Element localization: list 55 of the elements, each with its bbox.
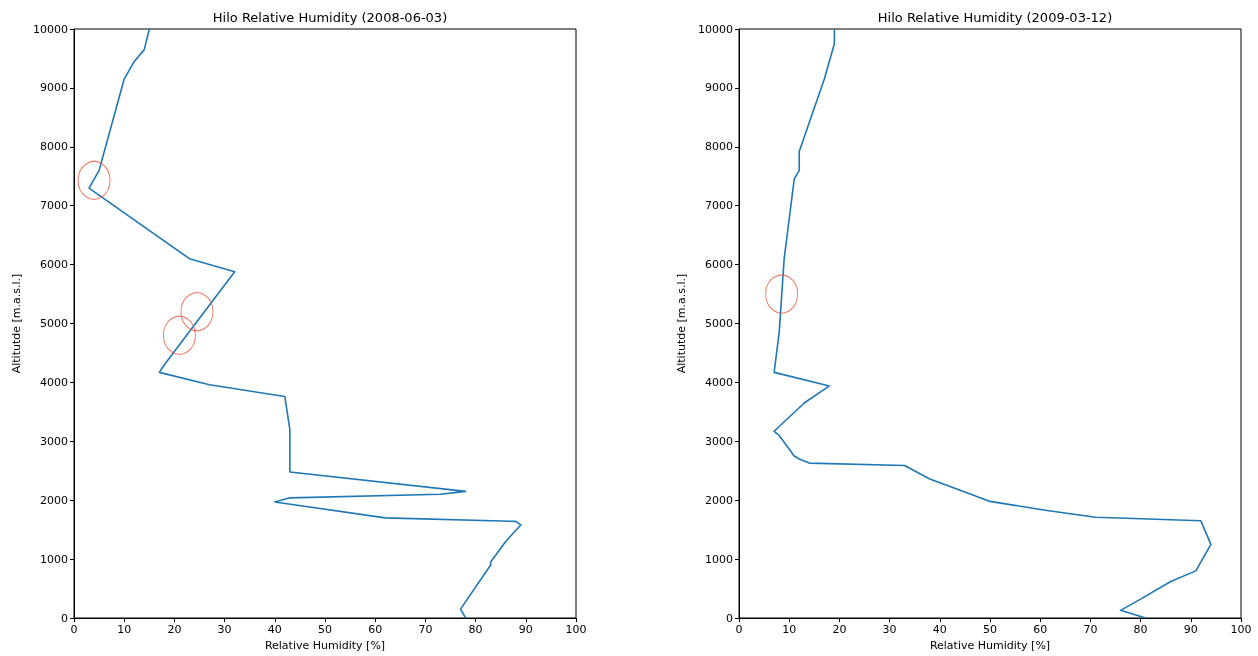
x-tick-label: 20 xyxy=(832,623,847,636)
y-tick-label: 2000 xyxy=(40,493,68,507)
x-tick-label: 30 xyxy=(882,623,897,636)
y-tick-label: 8000 xyxy=(40,140,68,154)
point xyxy=(77,160,111,200)
x-tick-label: 10 xyxy=(782,623,797,636)
y-tick-label: 9000 xyxy=(705,81,733,95)
y-tick-label: 6000 xyxy=(705,258,733,272)
y-tick-label: 2000 xyxy=(705,493,733,507)
x-tick-label: 50 xyxy=(318,623,332,636)
x-tick-label: 80 xyxy=(1133,623,1148,636)
x-axis-title: Relative Humidity [%] xyxy=(264,639,386,652)
x-tick-label: 60 xyxy=(1033,623,1048,636)
chart-title: Hilo Relative Humidity (2008-06-03) xyxy=(212,10,448,25)
y-tick-label: 4000 xyxy=(40,375,68,389)
x-tick-label: 90 xyxy=(518,623,533,636)
x-tick-label: 60 xyxy=(368,623,383,636)
y-tick-label: 7000 xyxy=(705,199,733,213)
y-tick-label: 10000 xyxy=(33,22,68,36)
y-tick-label: 6000 xyxy=(40,258,68,272)
y-tick-label: 4000 xyxy=(705,375,733,389)
y-tick-label: 3000 xyxy=(705,434,733,448)
x-tick-label: 30 xyxy=(217,623,232,636)
x-tick-label: 70 xyxy=(418,623,433,636)
x-tick-label: 50 xyxy=(983,623,997,636)
y-tick-label: 9000 xyxy=(40,81,68,95)
x-tick-label: 40 xyxy=(267,623,282,636)
y-tick-label: 5000 xyxy=(40,317,68,330)
x-tick-label: 100 xyxy=(1230,623,1252,636)
y-tick-label: 1000 xyxy=(40,552,68,566)
point xyxy=(180,292,214,332)
x-tick-label: 70 xyxy=(1083,623,1098,636)
y-tick-label: 5000 xyxy=(705,317,733,330)
x-axis-title: Relative Humidity [%] xyxy=(929,639,1051,652)
chart-title: Hilo Relative Humidity (2009-03-12) xyxy=(877,10,1113,25)
line-series xyxy=(88,28,522,619)
line-series xyxy=(773,28,1212,619)
x-tick-label: 90 xyxy=(1183,623,1198,636)
y-tick-label: 3000 xyxy=(40,434,68,448)
point xyxy=(162,315,196,355)
y-axis-title: Altitutde [m.a.s.l.] xyxy=(675,273,689,374)
x-tick-label: 10 xyxy=(117,623,132,636)
y-tick-label: 7000 xyxy=(40,199,68,213)
x-tick-label: 0 xyxy=(735,623,743,636)
y-tick-label: 8000 xyxy=(705,140,733,154)
x-tick-label: 20 xyxy=(167,623,182,636)
x-tick-label: 40 xyxy=(932,623,947,636)
x-tick-label: 100 xyxy=(565,623,587,636)
y-tick-label: 0 xyxy=(61,611,68,625)
x-tick-label: 80 xyxy=(468,623,483,636)
x-tick-label: 0 xyxy=(70,623,78,636)
y-axis-title: Altitutde [m.a.s.l.] xyxy=(10,273,24,374)
y-tick-label: 1000 xyxy=(705,552,733,566)
y-tick-label: 0 xyxy=(726,611,733,625)
y-tick-label: 10000 xyxy=(698,22,733,36)
